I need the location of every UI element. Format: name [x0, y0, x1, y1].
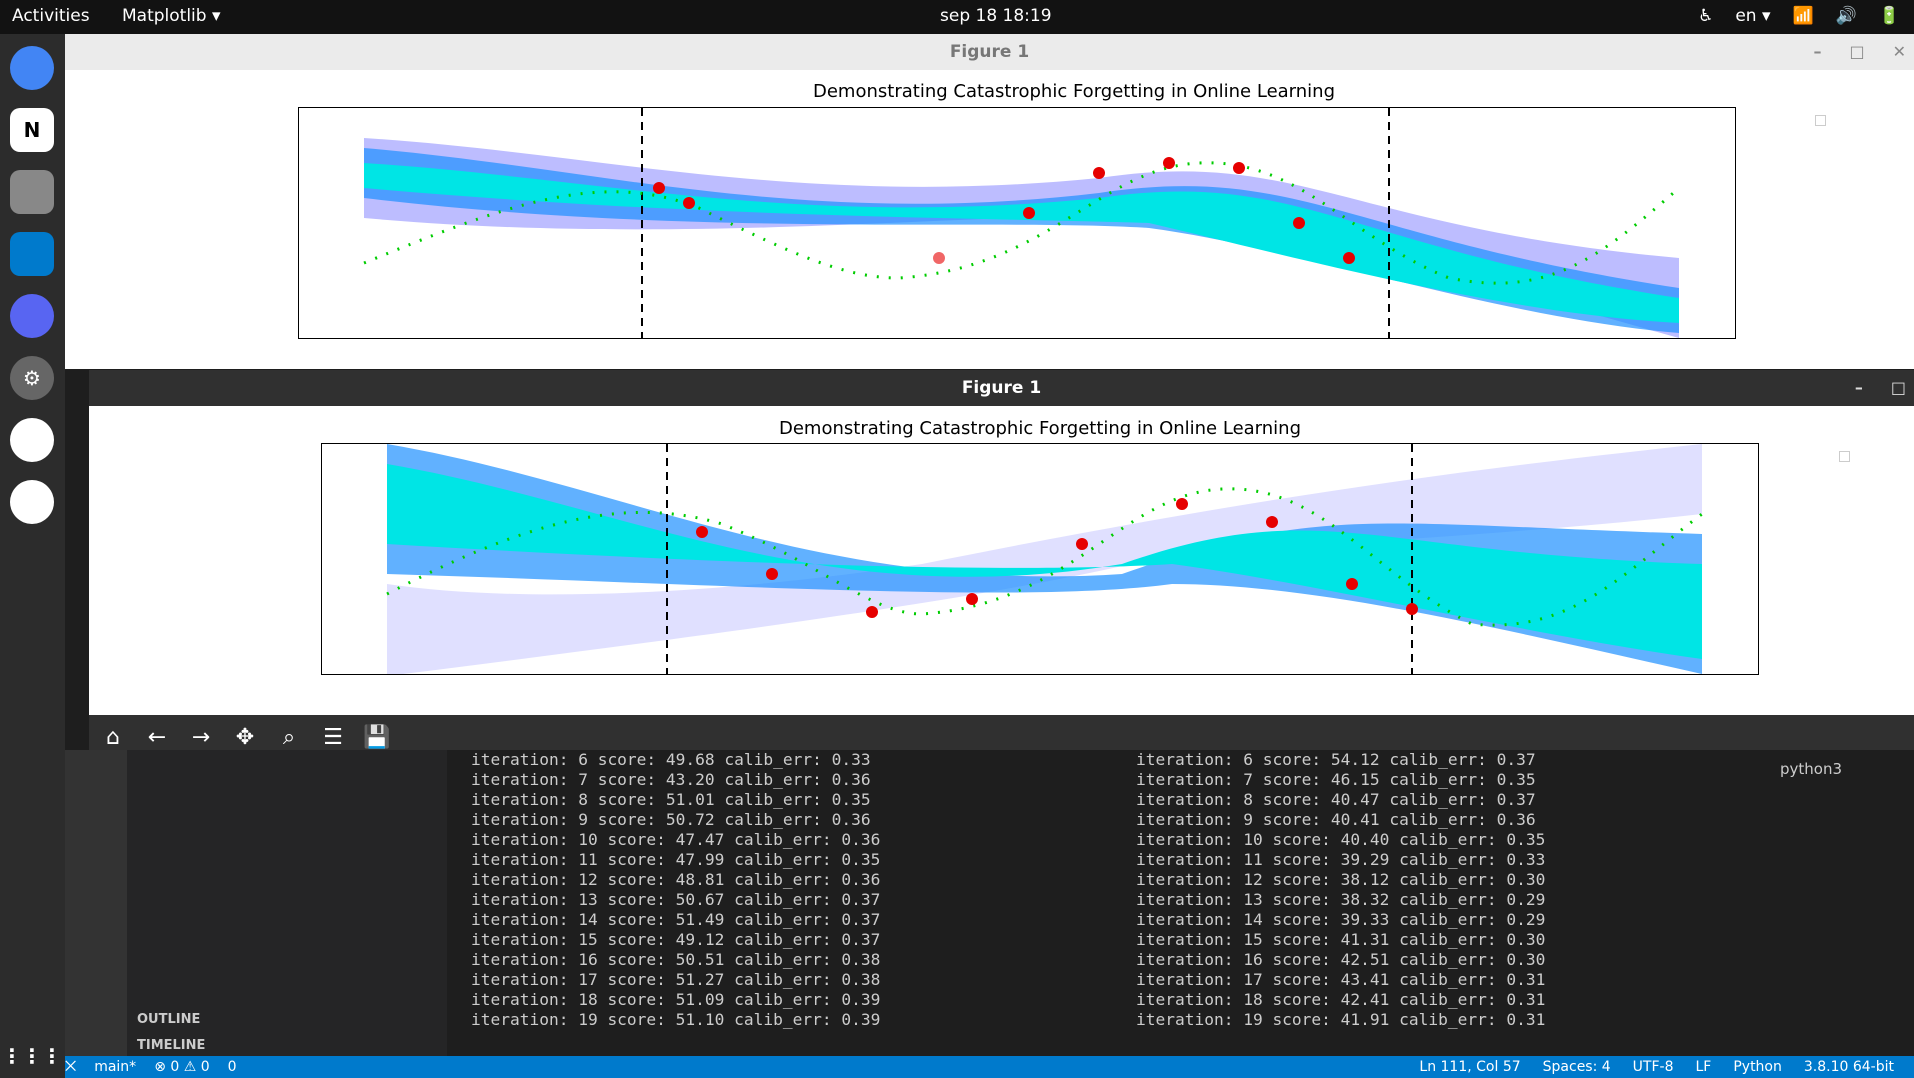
- language-mode[interactable]: Python: [1733, 1059, 1782, 1075]
- figure-window-front[interactable]: Figure 1 – □ Demonstrating Catastrophic F…: [89, 370, 1914, 759]
- system-tray[interactable]: ♿ en ▾ 📶 🔊 🔋: [1698, 6, 1900, 26]
- terminal-line: iteration: 10 score: 40.40 calib_err: 0.…: [1136, 830, 1546, 849]
- window-titlebar[interactable]: Figure 1 – □ ✕: [65, 34, 1914, 70]
- terminal-line: iteration: 16 score: 50.51 calib_err: 0.…: [471, 950, 881, 969]
- maximize-button[interactable]: □: [1890, 378, 1906, 397]
- terminal-line: iteration: 16 score: 42.51 calib_err: 0.…: [1136, 950, 1546, 969]
- pan-icon[interactable]: ✥: [235, 724, 255, 750]
- terminal-line: iteration: 17 score: 43.41 calib_err: 0.…: [1136, 970, 1546, 989]
- terminal-line: iteration: 8 score: 40.47 calib_err: 0.3…: [1136, 790, 1536, 809]
- interpreter[interactable]: 3.8.10 64-bit: [1803, 1059, 1894, 1075]
- activities-button[interactable]: Activities: [12, 6, 90, 26]
- discord-icon[interactable]: [10, 294, 54, 338]
- terminal-line: iteration: 19 score: 41.91 calib_err: 0.…: [1136, 1010, 1546, 1029]
- close-button[interactable]: ✕: [1892, 42, 1906, 61]
- terminal-line: iteration: 15 score: 41.31 calib_err: 0.…: [1136, 930, 1546, 949]
- minimize-button[interactable]: –: [1854, 378, 1863, 397]
- terminal-line: iteration: 18 score: 51.09 calib_err: 0.…: [471, 990, 881, 1009]
- problems-status[interactable]: ⊗ 0 ⚠ 0: [154, 1059, 210, 1075]
- cursor-position[interactable]: Ln 111, Col 57: [1419, 1059, 1521, 1075]
- terminal-line: iteration: 13 score: 50.67 calib_err: 0.…: [471, 890, 881, 909]
- kernel-label: python3: [1780, 760, 1843, 778]
- legend-box: [1839, 451, 1850, 462]
- minimize-button[interactable]: –: [1813, 42, 1822, 61]
- plot-canvas: [363, 108, 1680, 338]
- settings-icon[interactable]: ⚙: [10, 356, 54, 400]
- terminal-line: iteration: 6 score: 49.68 calib_err: 0.3…: [471, 750, 871, 769]
- plot-title: Demonstrating Catastrophic Forgetting in…: [779, 418, 1301, 439]
- notion-icon[interactable]: N: [10, 108, 54, 152]
- zoom-icon[interactable]: ⌕: [282, 724, 296, 750]
- terminal-line: iteration: 9 score: 40.41 calib_err: 0.3…: [1136, 810, 1536, 829]
- configure-icon[interactable]: ☰: [323, 724, 343, 750]
- files-icon[interactable]: [10, 170, 54, 214]
- language-indicator[interactable]: en ▾: [1735, 6, 1771, 26]
- terminal-line: iteration: 12 score: 38.12 calib_err: 0.…: [1136, 870, 1546, 889]
- terminal-left[interactable]: iteration: 6 score: 49.68 calib_err: 0.3…: [471, 750, 880, 1030]
- matplotlib-icon[interactable]: [10, 418, 54, 462]
- dock: N ⚙ ⋮⋮⋮: [0, 34, 65, 1078]
- window-title: Figure 1: [949, 42, 1030, 62]
- chrome-icon[interactable]: [10, 46, 54, 90]
- terminal-right[interactable]: iteration: 6 score: 54.12 calib_err: 0.3…: [1136, 750, 1545, 1030]
- activity-bar: [65, 750, 127, 1056]
- terminal-line: iteration: 7 score: 43.20 calib_err: 0.3…: [471, 770, 871, 789]
- terminal-line: iteration: 18 score: 42.41 calib_err: 0.…: [1136, 990, 1546, 1009]
- terminal-line: iteration: 7 score: 46.15 calib_err: 0.3…: [1136, 770, 1536, 789]
- terminal-line: iteration: 14 score: 39.33 calib_err: 0.…: [1136, 910, 1546, 929]
- status-bar: ⨉ main* ⊗ 0 ⚠ 0 0 Ln 111, Col 57 Spaces:…: [65, 1056, 1914, 1078]
- terminal-line: iteration: 9 score: 50.72 calib_err: 0.3…: [471, 810, 871, 829]
- terminal-line: iteration: 17 score: 51.27 calib_err: 0.…: [471, 970, 881, 989]
- outline-section[interactable]: OUTLINE: [137, 1012, 201, 1027]
- terminal-line: iteration: 14 score: 51.49 calib_err: 0.…: [471, 910, 881, 929]
- plot-axes[interactable]: [298, 107, 1736, 339]
- ports-status[interactable]: 0: [227, 1059, 237, 1075]
- legend-box: [1815, 115, 1826, 126]
- terminal-line: iteration: 15 score: 49.12 calib_err: 0.…: [471, 930, 881, 949]
- app-grid-icon[interactable]: ⋮⋮⋮: [2, 1044, 62, 1068]
- terminal-line: iteration: 11 score: 39.29 calib_err: 0.…: [1136, 850, 1546, 869]
- maximize-button[interactable]: □: [1849, 42, 1865, 61]
- terminal-line: iteration: 10 score: 47.47 calib_err: 0.…: [471, 830, 881, 849]
- top-bar: Activities Matplotlib ▾ sep 18 18:19 ♿ e…: [0, 0, 1914, 34]
- forward-arrow-icon[interactable]: →: [191, 724, 211, 750]
- terminal-line: iteration: 11 score: 47.99 calib_err: 0.…: [471, 850, 881, 869]
- terminal-line: iteration: 8 score: 51.01 calib_err: 0.3…: [471, 790, 871, 809]
- figure-window-back[interactable]: Figure 1 – □ ✕ Demonstrating Catastrophic …: [65, 34, 1914, 369]
- vscode-icon[interactable]: [10, 232, 54, 276]
- window-title: Figure 1: [961, 378, 1042, 398]
- window-titlebar[interactable]: Figure 1 – □: [89, 370, 1914, 406]
- back-arrow-icon[interactable]: ←: [147, 724, 167, 750]
- accessibility-icon[interactable]: ♿: [1698, 6, 1714, 26]
- timeline-section[interactable]: TIMELINE: [137, 1038, 206, 1053]
- indentation[interactable]: Spaces: 4: [1542, 1059, 1611, 1075]
- encoding[interactable]: UTF-8: [1632, 1059, 1674, 1075]
- save-icon[interactable]: 💾: [363, 724, 391, 750]
- home-icon[interactable]: ⌂: [106, 724, 120, 750]
- terminal-line: iteration: 19 score: 51.10 calib_err: 0.…: [471, 1010, 881, 1029]
- wifi-icon[interactable]: 📶: [1792, 6, 1814, 26]
- matplotlib-icon-2[interactable]: [10, 480, 54, 524]
- battery-icon[interactable]: 🔋: [1878, 6, 1900, 26]
- sidebar: OUTLINE TIMELINE: [127, 750, 447, 1056]
- branch-status[interactable]: main*: [94, 1059, 137, 1075]
- clock[interactable]: sep 18 18:19: [940, 6, 1052, 26]
- remote-icon[interactable]: ⨉: [65, 1059, 77, 1075]
- terminal-line: iteration: 12 score: 48.81 calib_err: 0.…: [471, 870, 881, 889]
- plot-title: Demonstrating Catastrophic Forgetting in…: [813, 81, 1335, 102]
- app-menu[interactable]: Matplotlib ▾: [122, 6, 221, 26]
- terminal-line: iteration: 6 score: 54.12 calib_err: 0.3…: [1136, 750, 1536, 769]
- volume-icon[interactable]: 🔊: [1835, 6, 1857, 26]
- plot-axes[interactable]: [321, 443, 1759, 675]
- eol[interactable]: LF: [1695, 1059, 1712, 1075]
- terminal-line: iteration: 13 score: 38.32 calib_err: 0.…: [1136, 890, 1546, 909]
- plot-canvas: [386, 444, 1703, 674]
